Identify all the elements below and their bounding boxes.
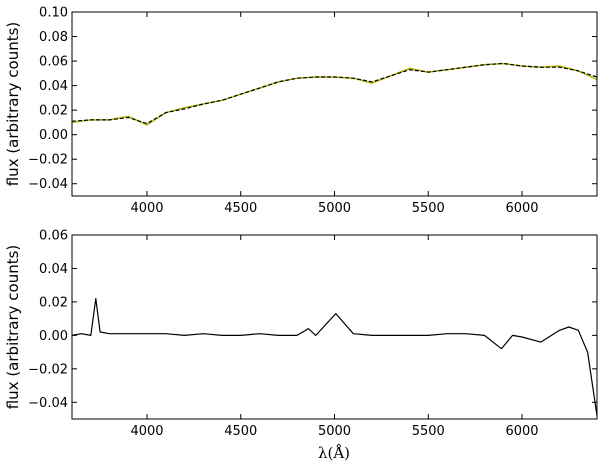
y-tick-label: 0.04 [39,79,68,94]
x-axis-label: λ(Å) [318,444,350,462]
y-tick-label: −0.02 [28,362,68,377]
top-plot-frame [71,11,598,197]
x-tick-label: 4500 [224,424,257,439]
x-tick-label: 5000 [318,201,351,216]
y-tick-label: 0.04 [39,262,68,277]
bottom-panel: flux (arbitrary counts) 4000 4500 5000 5500… [4,229,598,462]
x-tick-label: 5500 [412,201,445,216]
x-tick-label: 4500 [224,201,257,216]
y-tick-label: −0.04 [28,177,68,192]
y-tick-label: 0.02 [39,295,68,310]
y-tick-label: 0.10 [39,6,68,21]
x-tick-label: 6000 [505,424,538,439]
bottom-y-axis-label: flux (arbitrary counts) [4,245,22,410]
bottom-series-residual [71,298,598,416]
y-tick-label: 0.00 [39,128,68,143]
bottom-plot-frame [71,234,598,420]
y-tick-label: 0.02 [39,104,68,119]
y-tick-label: −0.02 [28,153,68,168]
y-tick-label: 0.00 [39,329,68,344]
y-tick-label: 0.06 [39,55,68,70]
top-y-axis-label: flux (arbitrary counts) [4,22,22,187]
x-tick-label: 5000 [318,424,351,439]
bottom-ticks: 4000 4500 5000 5500 6000 0.06 0.04 0.02 0.00 −0.0… [28,229,597,439]
x-tick-label: 4000 [130,201,163,216]
top-series-model [71,62,598,125]
y-tick-label: −0.04 [28,396,68,411]
top-panel: flux (arbitrary counts) 4000 4500 5000 5500… [4,6,598,216]
y-tick-label: 0.06 [39,229,68,244]
y-tick-label: 0.08 [39,30,68,45]
top-ticks: 4000 4500 5000 5500 6000 0.10 0.08 0.06 0.04 0.02… [28,6,597,216]
x-tick-label: 6000 [505,201,538,216]
top-series-continuum [71,62,598,126]
x-tick-label: 4000 [130,424,163,439]
x-tick-label: 5500 [412,424,445,439]
